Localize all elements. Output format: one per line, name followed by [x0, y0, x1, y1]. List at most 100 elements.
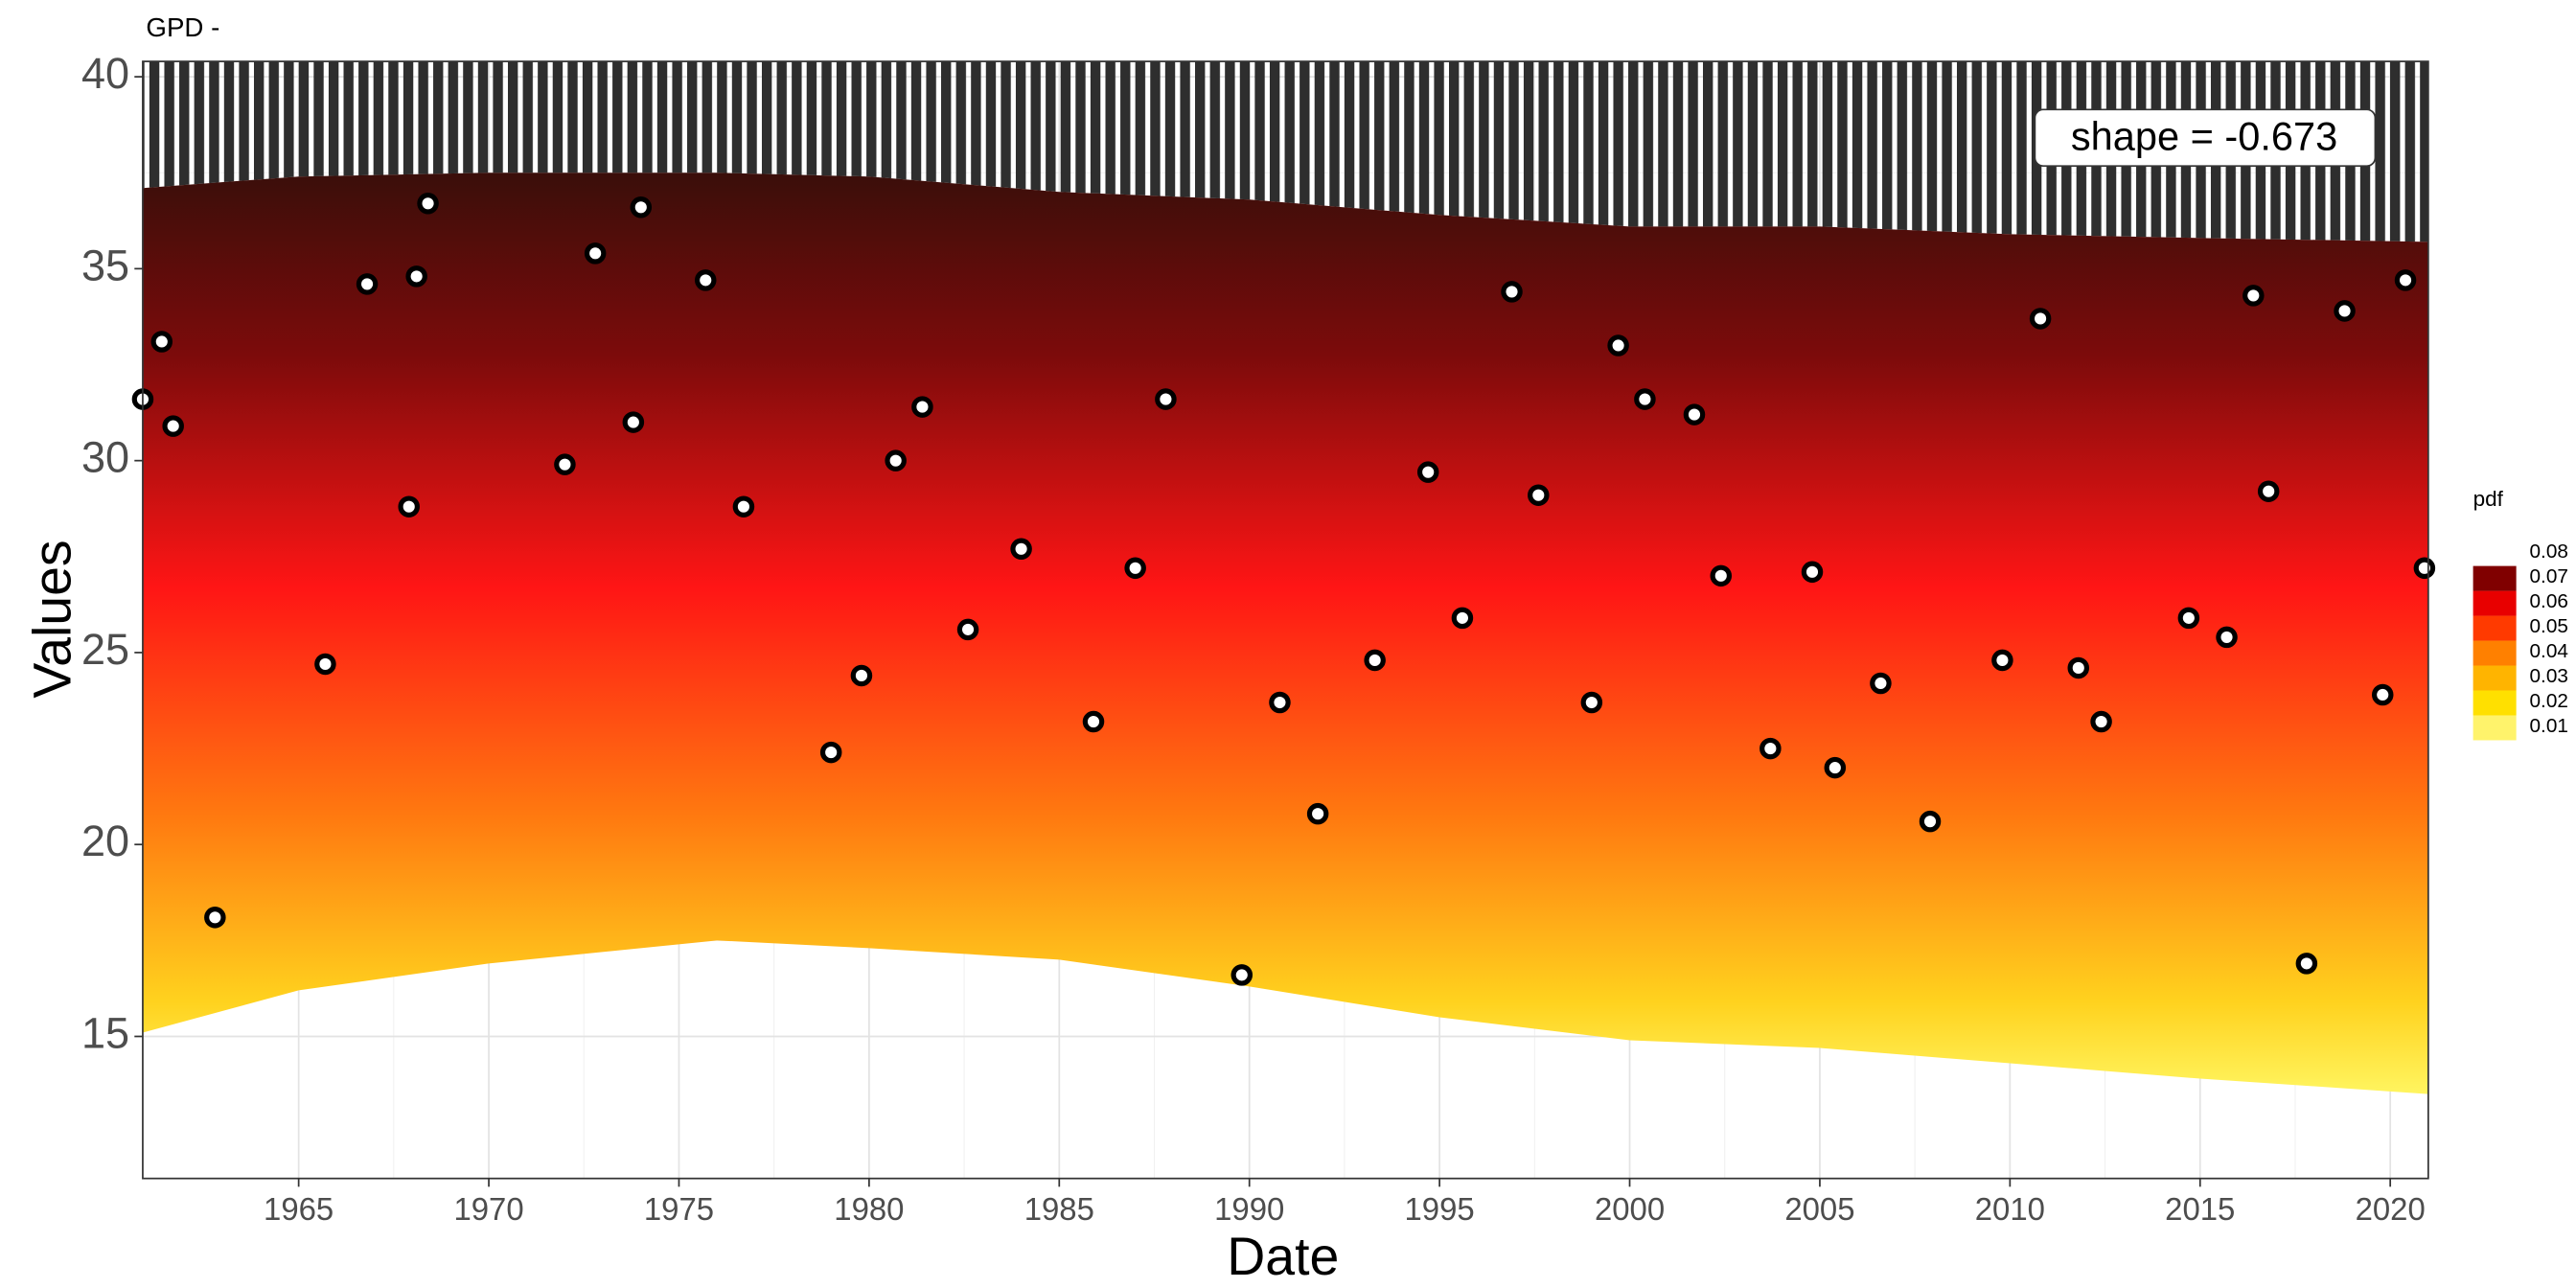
annotation: shape = -0.673 [2071, 113, 2337, 158]
data-point [1801, 561, 1824, 584]
data-point [1501, 281, 1523, 303]
upper-stripes [142, 61, 2428, 242]
legend-swatch [2472, 590, 2517, 616]
data-point [732, 495, 755, 518]
data-point [1528, 484, 1550, 506]
panel-border [142, 60, 2429, 1180]
data-point [356, 273, 379, 295]
legend-tick-label: 0.03 [2530, 665, 2568, 687]
y-tick-label: 35 [81, 241, 129, 289]
data-point [2242, 285, 2265, 307]
data-point [1760, 737, 1782, 760]
x-tick-label: 2010 [1975, 1191, 2045, 1227]
x-tick-label: 1975 [644, 1191, 714, 1227]
data-point [417, 193, 439, 215]
data-point [2413, 557, 2436, 580]
data-point [1155, 388, 1177, 410]
legend-swatch [2472, 640, 2517, 666]
data-point [1607, 334, 1629, 356]
data-point [204, 907, 226, 929]
x-tick-label: 1980 [834, 1191, 904, 1227]
legend-swatch [2472, 665, 2517, 691]
data-point [2090, 710, 2112, 733]
data-point [885, 449, 907, 472]
legend-tick-label: 0.02 [2530, 690, 2568, 712]
data-point [911, 396, 933, 418]
x-tick-label: 1995 [1405, 1191, 1475, 1227]
legend-tick-label: 0.04 [2530, 640, 2568, 662]
legend-swatch [2472, 565, 2517, 591]
data-point [405, 265, 427, 288]
data-point [1870, 672, 1892, 695]
data-point [1991, 649, 2013, 672]
data-point [2067, 656, 2090, 679]
legend-swatch [2472, 690, 2517, 716]
x-tick-label: 1965 [264, 1191, 334, 1227]
data-point [2394, 269, 2417, 291]
density-band [142, 172, 2428, 1094]
x-tick-label: 1970 [453, 1191, 523, 1227]
x-axis-title: Date [1227, 1227, 1339, 1286]
data-point [1824, 756, 1847, 779]
data-point [2371, 683, 2394, 706]
data-point [622, 411, 645, 433]
legend-swatch [2472, 615, 2517, 641]
x-tick-label: 1990 [1214, 1191, 1284, 1227]
legend: pdf 0.01 0.02 0.03 0.04 0.05 0.06 0.070.08 [2472, 487, 2568, 741]
data-point [554, 453, 576, 475]
data-point [1364, 649, 1386, 672]
data-point [2334, 300, 2356, 322]
data-point [819, 741, 842, 764]
data-point [1124, 557, 1146, 580]
data-point [1634, 388, 1656, 410]
annotation-frame [2034, 108, 2377, 168]
data-point [1683, 403, 1706, 426]
x-tick-label: 1985 [1024, 1191, 1094, 1227]
plot-area [131, 61, 2436, 1179]
y-axis-title: Values [23, 540, 82, 698]
legend-tick-label: 0.05 [2530, 615, 2568, 637]
data-point [150, 331, 173, 353]
data-point [1230, 964, 1254, 986]
data-point [1451, 607, 1474, 630]
data-point [850, 664, 873, 687]
data-point [1010, 538, 1032, 561]
legend-tick-label: 0.06 [2530, 590, 2568, 612]
data-point [2257, 480, 2280, 502]
data-point [956, 618, 979, 641]
legend-tick-label: 0.08 [2530, 540, 2568, 563]
data-point [584, 242, 607, 264]
x-tick-label: 2005 [1784, 1191, 1854, 1227]
data-point [1919, 810, 1942, 833]
data-point [2029, 308, 2052, 330]
x-tick-label: 2015 [2165, 1191, 2235, 1227]
chart-title: GPD - [146, 12, 219, 42]
y-tick-label: 25 [81, 625, 129, 674]
x-tick-label: 2020 [2356, 1191, 2426, 1227]
x-tick-label: 2000 [1595, 1191, 1665, 1227]
data-point [2295, 953, 2318, 975]
legend-tick-label: 0.07 [2530, 565, 2568, 587]
annotation-box: shape = -0.673 [2034, 108, 2377, 168]
data-point [2216, 626, 2238, 649]
data-point [630, 196, 653, 218]
data-point [2177, 607, 2200, 630]
y-tick-label: 30 [81, 433, 129, 482]
data-point [1306, 802, 1329, 825]
data-point [1416, 461, 1439, 483]
y-tick-label: 20 [81, 816, 129, 865]
data-point [1082, 710, 1105, 733]
data-point [162, 415, 184, 437]
data-point [314, 653, 336, 676]
legend-swatch [2472, 715, 2517, 741]
legend-title: pdf [2473, 487, 2504, 511]
data-point [694, 269, 717, 291]
data-point [1710, 564, 1733, 587]
y-tick-label: 40 [81, 49, 129, 98]
data-point [398, 495, 420, 518]
legend-tick-label: 0.01 [2530, 715, 2568, 737]
data-point [1269, 691, 1291, 714]
data-point [1580, 691, 1603, 714]
